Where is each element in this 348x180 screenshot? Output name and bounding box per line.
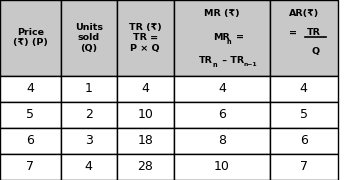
Bar (117, 128, 174, 154)
Text: n−1: n−1 (244, 62, 258, 68)
Bar (61, 154, 117, 180)
Text: n: n (226, 39, 231, 45)
Text: 7: 7 (300, 160, 308, 174)
Text: 6: 6 (300, 134, 308, 147)
Bar (270, 0, 338, 76)
Bar (174, 76, 270, 102)
Bar (174, 102, 270, 128)
Bar (117, 154, 174, 180)
Text: 6: 6 (26, 134, 34, 147)
Text: TR: TR (199, 56, 213, 65)
Bar (0, 0, 61, 76)
Bar (117, 76, 174, 102)
Text: 4: 4 (85, 160, 93, 174)
Text: – TR: – TR (220, 56, 245, 65)
Text: 8: 8 (218, 134, 226, 147)
Bar (0, 128, 61, 154)
Text: MR (₹): MR (₹) (204, 9, 240, 18)
Bar (270, 102, 338, 128)
Text: 7: 7 (26, 160, 34, 174)
Text: Units
sold
(Q): Units sold (Q) (75, 23, 103, 53)
Text: Q: Q (312, 47, 320, 56)
Text: TR (₹)
TR =
P × Q: TR (₹) TR = P × Q (129, 23, 162, 53)
Bar (270, 76, 338, 102)
Bar (174, 154, 270, 180)
Text: 2: 2 (85, 108, 93, 121)
Text: 6: 6 (218, 108, 226, 121)
Text: 4: 4 (141, 82, 149, 95)
Text: Price
(₹) (P): Price (₹) (P) (13, 28, 48, 48)
Text: 5: 5 (26, 108, 34, 121)
Text: 5: 5 (300, 108, 308, 121)
Bar (174, 0, 270, 76)
Bar (117, 102, 174, 128)
Bar (174, 128, 270, 154)
Bar (0, 154, 61, 180)
Text: AR(₹): AR(₹) (288, 9, 319, 18)
Text: 10: 10 (214, 160, 230, 174)
Text: 10: 10 (137, 108, 153, 121)
Text: 1: 1 (85, 82, 93, 95)
Text: n: n (212, 62, 217, 68)
Text: TR: TR (307, 28, 321, 37)
Text: 28: 28 (137, 160, 153, 174)
Text: =: = (236, 33, 244, 42)
Bar (270, 154, 338, 180)
Text: 3: 3 (85, 134, 93, 147)
Bar (61, 128, 117, 154)
Bar (117, 0, 174, 76)
Bar (61, 0, 117, 76)
Text: MR: MR (213, 33, 230, 42)
Bar (61, 76, 117, 102)
Text: 4: 4 (300, 82, 308, 95)
Bar (61, 102, 117, 128)
Text: =: = (289, 28, 297, 37)
Text: 4: 4 (218, 82, 226, 95)
Bar (0, 102, 61, 128)
Bar (0, 76, 61, 102)
Text: 4: 4 (26, 82, 34, 95)
Text: 18: 18 (137, 134, 153, 147)
Bar (270, 128, 338, 154)
